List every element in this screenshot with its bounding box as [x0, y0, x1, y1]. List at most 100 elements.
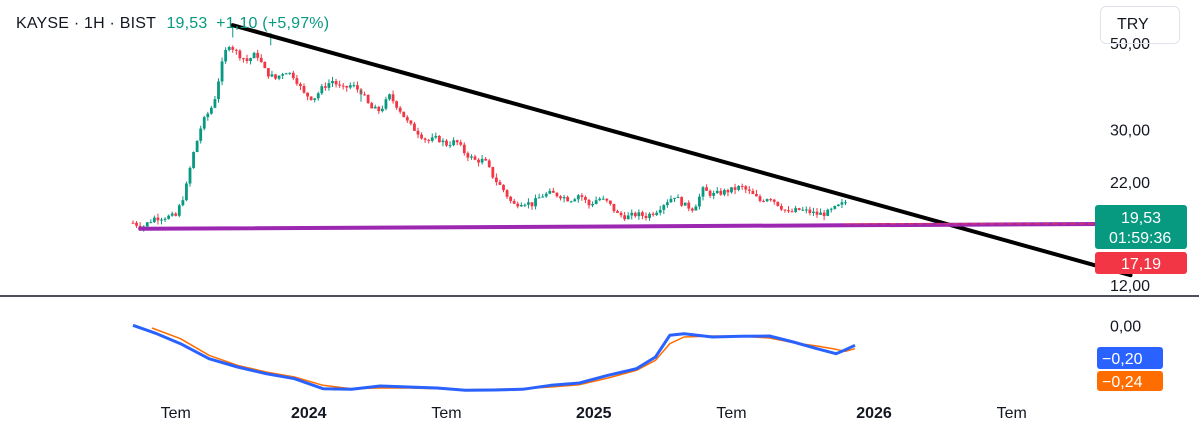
candle-body	[509, 196, 513, 201]
candle-body	[259, 57, 263, 62]
candle-body	[744, 186, 748, 190]
candle-body	[341, 85, 345, 87]
candle-body	[747, 189, 751, 191]
candle-body	[498, 182, 502, 185]
candle-body	[779, 205, 783, 210]
candle-body	[612, 203, 616, 212]
candle-body	[370, 103, 374, 109]
candle-body	[605, 198, 609, 201]
osc-tick-label: 0,00	[1110, 318, 1141, 335]
candle-body	[249, 58, 252, 62]
header-sep-2: ·	[109, 15, 116, 32]
candle-body	[601, 198, 605, 200]
candle-body	[740, 186, 744, 188]
candle-body	[388, 94, 391, 100]
candle-body	[491, 167, 495, 178]
candle-body	[608, 200, 612, 204]
candle-body	[181, 200, 185, 206]
candle-body	[160, 219, 163, 221]
currency-button[interactable]: TRY	[1100, 6, 1180, 44]
candle-body	[462, 144, 466, 154]
candle-body	[669, 198, 673, 203]
candle-body	[783, 209, 787, 211]
candle-body	[772, 199, 776, 202]
last-price-header: 19,53	[166, 15, 208, 32]
candle-body	[327, 83, 331, 88]
candle-body	[170, 213, 174, 216]
candle-body	[352, 85, 356, 87]
candle-body	[174, 213, 178, 216]
candle-body	[445, 140, 448, 146]
symbol-header[interactable]: KAYSE · 1H · BIST 19,53 +1,10 (+5,97%)	[16, 15, 329, 33]
candle-body	[829, 208, 833, 210]
candle-body	[209, 107, 213, 114]
candle-body	[217, 81, 220, 100]
candle-body	[274, 74, 277, 79]
time-tick-label: 2026	[856, 405, 892, 422]
price-tick-label: 12,00	[1110, 278, 1150, 295]
candle-body	[826, 209, 830, 216]
candle-body	[519, 205, 523, 207]
trend-level-value: 17,19	[1121, 256, 1161, 273]
candle-body	[427, 139, 431, 141]
candle-body	[288, 72, 292, 74]
candle-body	[377, 106, 381, 112]
candle-body	[334, 80, 338, 85]
candle-body	[637, 212, 641, 217]
candle-body	[790, 211, 794, 213]
support-trendline	[138, 221, 1133, 231]
candle-body	[819, 212, 822, 215]
candle-body	[195, 140, 199, 152]
candle-body	[808, 209, 812, 213]
candle-body	[755, 193, 758, 197]
candle-body	[234, 49, 238, 51]
resistance-trendline	[230, 23, 1133, 278]
candle-body	[655, 212, 659, 216]
osc-fast-badge	[1097, 347, 1163, 369]
candle-body	[569, 201, 573, 203]
candle-body	[152, 217, 156, 223]
candle-body	[306, 92, 309, 97]
candle-body	[633, 212, 637, 217]
candle-body	[245, 58, 249, 62]
candle-body	[651, 213, 655, 216]
candle-body	[580, 195, 584, 198]
candle-body	[516, 203, 520, 207]
candle-body	[765, 199, 769, 202]
candle-body	[256, 52, 260, 58]
candle-body	[616, 211, 619, 213]
candle-body	[530, 202, 534, 207]
candle-body	[459, 142, 463, 145]
candle-body	[452, 140, 456, 146]
candle-body	[413, 123, 416, 131]
candle-body	[523, 204, 527, 206]
candle-body	[712, 193, 716, 196]
candle-body	[391, 94, 395, 102]
time-tick-label: Tem	[997, 405, 1027, 422]
candle-body	[680, 197, 684, 206]
candle-body	[751, 190, 755, 194]
candle-body	[840, 202, 844, 205]
candle-body	[836, 204, 840, 207]
candle-body	[551, 190, 555, 193]
candle-body	[698, 196, 701, 207]
time-tick-label: Tem	[431, 405, 461, 422]
candle-body	[619, 212, 623, 216]
candle-body	[701, 187, 705, 197]
candle-body	[833, 206, 837, 209]
candle-body	[348, 85, 352, 88]
time-tick-label: 2025	[576, 405, 612, 422]
candle-body	[313, 98, 317, 100]
candle-body	[822, 212, 826, 216]
interval[interactable]: 1H	[84, 15, 105, 32]
candle-body	[737, 186, 741, 190]
candle-body	[284, 73, 288, 75]
candle-body	[683, 202, 687, 206]
candle-body	[206, 113, 210, 118]
candle-body	[676, 197, 680, 199]
candle-body	[416, 130, 420, 135]
symbol-name[interactable]: KAYSE	[16, 15, 70, 32]
candle-body	[623, 215, 627, 220]
candle-body	[149, 222, 153, 224]
